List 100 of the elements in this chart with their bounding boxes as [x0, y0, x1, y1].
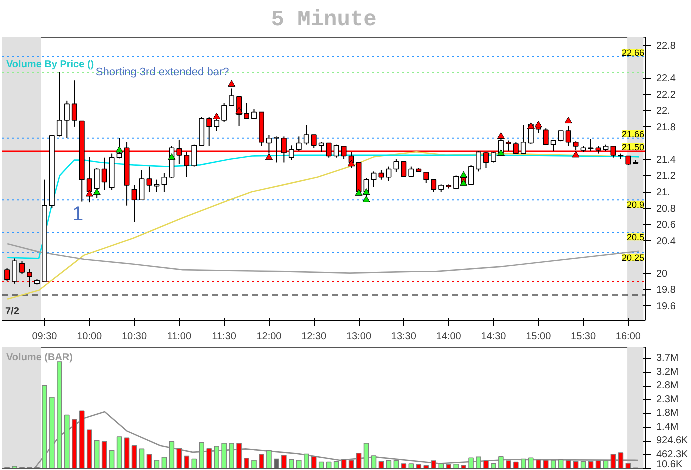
bar: [72, 419, 78, 468]
bar: [386, 460, 392, 468]
bar: [461, 465, 466, 468]
candlestick: [296, 136, 302, 152]
bar: [596, 460, 602, 468]
y-tick-label: 19.6: [656, 301, 676, 312]
x-tick-label: 12:30: [302, 332, 328, 342]
point: [362, 196, 370, 202]
bar: [588, 461, 594, 468]
candlestick: [139, 170, 145, 201]
bar: [401, 464, 407, 468]
bar: [566, 460, 572, 468]
point: [460, 180, 468, 186]
bar: [573, 461, 579, 468]
candlestick: [192, 144, 198, 168]
candlestick: [386, 166, 392, 182]
bar: [64, 414, 70, 468]
candlestick: [252, 108, 257, 120]
ref-line-label: 21.50: [622, 142, 645, 152]
candlestick: [566, 126, 572, 147]
candlestick: [543, 128, 549, 146]
candlestick: [424, 172, 430, 184]
x-tick-label: 13:30: [391, 332, 417, 342]
bar: [176, 448, 182, 468]
bar: [154, 460, 160, 468]
bar: [514, 462, 519, 468]
bar: [348, 460, 354, 468]
point: [355, 189, 363, 196]
bar: [289, 459, 294, 468]
bar: [266, 450, 272, 468]
x-tick-label: 11:30: [212, 332, 237, 342]
bar: [498, 456, 504, 468]
candlestick: [116, 138, 122, 160]
candlestick: [394, 158, 400, 173]
y-tick-label: 462.3K: [656, 449, 689, 460]
candlestick: [334, 144, 340, 158]
y-tick-label: 1.8M: [656, 408, 679, 420]
candlestick: [274, 136, 280, 164]
point: [564, 116, 572, 124]
bar: [610, 454, 616, 468]
y-tick-label: 2.8M: [656, 380, 679, 392]
x-tick-label: 14:00: [436, 332, 462, 342]
point: [527, 122, 535, 130]
annotation: Volume By Price (): [6, 60, 94, 70]
candlestick: [558, 130, 564, 142]
ref-line-label: 20.9: [626, 200, 645, 210]
bar: [236, 443, 242, 468]
chart-title: 5 Minute: [271, 8, 377, 32]
bar: [528, 458, 534, 468]
candlestick: [371, 171, 377, 188]
y-tick-label: 22.2: [656, 90, 676, 101]
bar: [394, 460, 400, 468]
point: [168, 154, 176, 160]
bar: [454, 464, 459, 468]
ref-line-label: 21.66: [622, 129, 645, 140]
x-tick-label: 15:30: [571, 332, 596, 342]
candlestick: [20, 260, 25, 275]
bar: [116, 436, 122, 468]
bar: [146, 454, 152, 468]
y-tick-label: 3.7M: [656, 353, 679, 364]
point: [497, 150, 505, 156]
point: [86, 190, 94, 197]
candlestick: [550, 140, 556, 152]
bar: [199, 442, 205, 468]
bar: [214, 446, 220, 468]
x-tick-label: 11:00: [167, 332, 192, 342]
candlestick: [102, 157, 108, 191]
bar: [543, 460, 549, 468]
candlestick: [588, 138, 594, 152]
x-tick-label: 10:30: [122, 332, 148, 342]
bar: [102, 441, 108, 468]
bar: [311, 456, 317, 468]
candlestick: [162, 172, 168, 193]
line-series: [34, 411, 639, 468]
bar: [341, 459, 347, 468]
ref-line-label: 20.5: [626, 232, 645, 243]
candlestick: [311, 134, 317, 149]
x-tick-label: 13:00: [346, 332, 372, 342]
bar: [192, 458, 198, 468]
bar: [86, 430, 92, 468]
bar: [184, 456, 190, 468]
point: [213, 112, 221, 120]
y-tick-label: 10.6K: [656, 460, 683, 470]
bar: [50, 397, 55, 468]
y-tick-label: 20.8: [656, 204, 676, 215]
bar: [42, 385, 48, 468]
candlestick: [64, 100, 70, 139]
bar: [558, 459, 564, 468]
point: [572, 151, 580, 158]
x-tick-label: 10:00: [77, 332, 103, 342]
annotation: Shorting 3rd extended bar?: [96, 66, 230, 78]
bar: [550, 460, 556, 468]
bar: [506, 460, 512, 468]
y-tick-label: 21.4: [656, 154, 676, 166]
bar: [318, 462, 324, 468]
point: [348, 160, 356, 167]
bar: [162, 457, 168, 468]
candlestick: [378, 170, 384, 180]
ref-line-label: 22.66: [622, 48, 645, 58]
point: [93, 188, 101, 196]
